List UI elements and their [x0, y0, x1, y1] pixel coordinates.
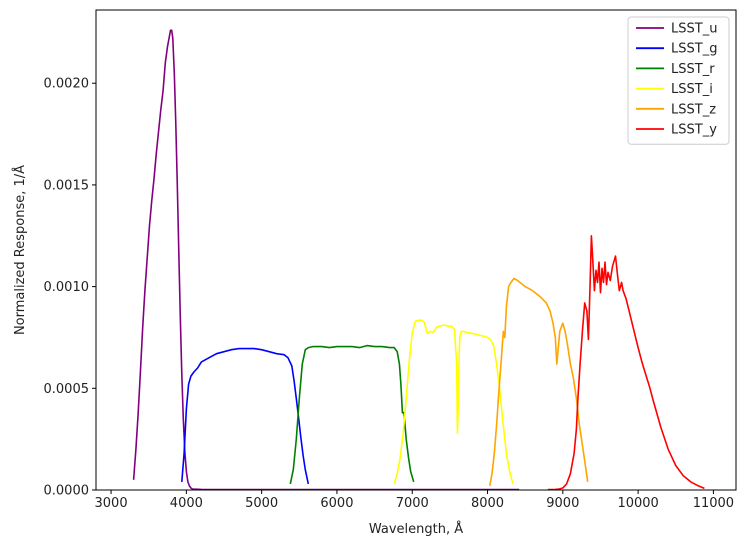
y-axis-ticks: 0.0000 0.0005 0.0010 0.0015 0.0020: [44, 77, 96, 499]
x-tick-label: 7000: [396, 496, 429, 511]
x-axis-label: Wavelength, Å: [369, 521, 463, 537]
x-tick-label: 4000: [170, 496, 203, 511]
legend-entry-label: LSST_y: [671, 123, 717, 138]
series-line-lsst-r: [289, 344, 415, 485]
plot-lines: [132, 29, 705, 491]
x-tick-label: 5000: [245, 496, 278, 511]
x-tick-label: 11000: [693, 496, 734, 511]
y-tick-label: 0.0020: [44, 77, 90, 92]
plot-area-frame: [95, 9, 737, 491]
series-line-lsst-u: [132, 29, 520, 491]
series-line-lsst-i: [393, 319, 514, 485]
x-axis-ticks: 3000 4000 5000 6000 7000 8000 9000 10000 11000: [95, 490, 734, 511]
series-line-lsst-g: [181, 347, 310, 485]
legend-entry-label: LSST_z: [671, 102, 716, 117]
series-line-lsst-y: [547, 235, 705, 491]
x-tick-label: 9000: [546, 496, 579, 511]
legend-entry-label: LSST_g: [671, 42, 717, 57]
x-tick-label: 10000: [617, 496, 658, 511]
x-tick-label: 8000: [471, 496, 504, 511]
legend: LSST_u LSST_g LSST_r LSST_i LSST_z LSST_y: [627, 16, 730, 145]
x-tick-label: 6000: [320, 496, 353, 511]
series-line-lsst-z: [489, 277, 589, 487]
y-axis-label: Normalized Response, 1/Å: [12, 165, 28, 335]
legend-entry-label: LSST_i: [671, 82, 713, 97]
x-tick-label: 3000: [95, 496, 128, 511]
legend-entry-label: LSST_r: [671, 62, 715, 77]
y-tick-label: 0.0010: [44, 280, 90, 295]
y-tick-label: 0.0015: [44, 178, 90, 193]
legend-entry-label: LSST_u: [671, 22, 717, 37]
y-tick-label: 0.0005: [44, 382, 90, 397]
y-tick-label: 0.0000: [44, 484, 90, 499]
